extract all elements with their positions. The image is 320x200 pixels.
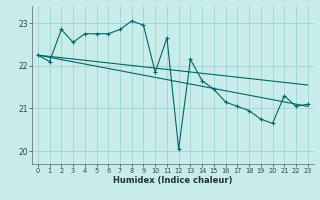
X-axis label: Humidex (Indice chaleur): Humidex (Indice chaleur) xyxy=(113,176,233,185)
